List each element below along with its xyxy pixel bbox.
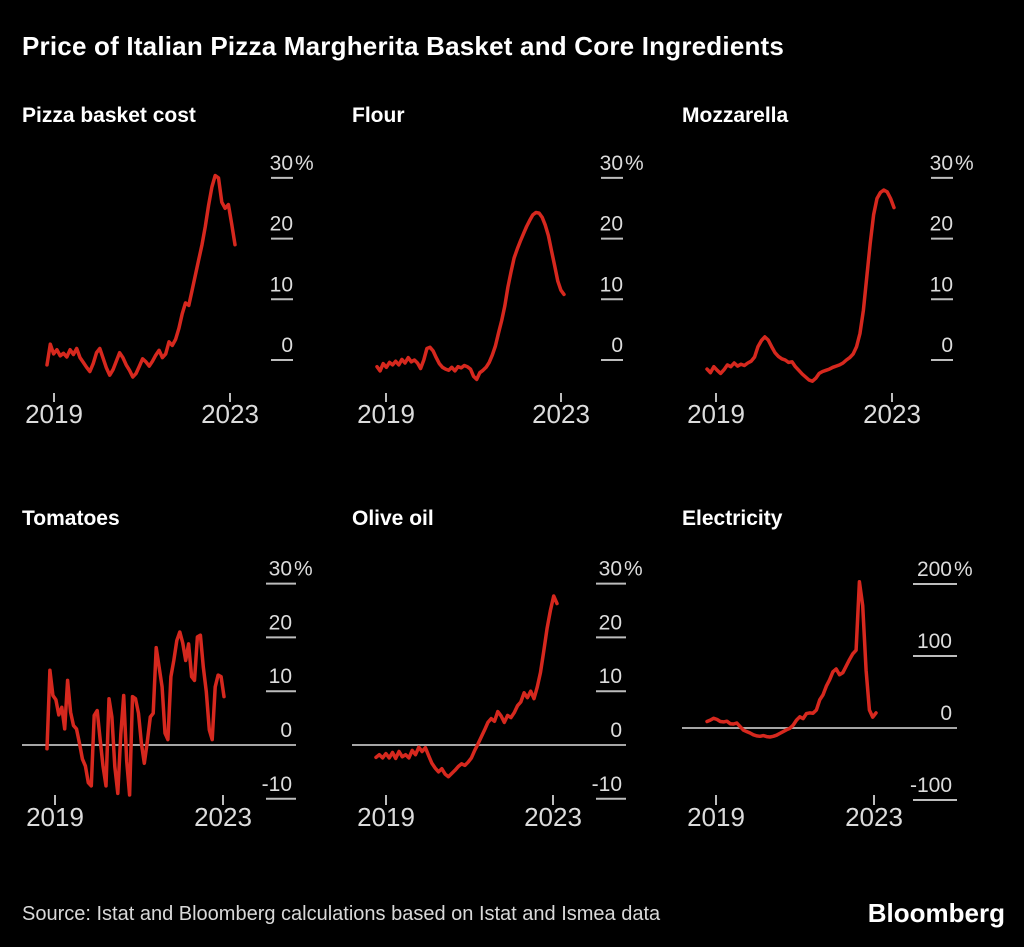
y-axis-label: 10: [599, 665, 622, 688]
y-axis-label: 20: [600, 213, 623, 236]
x-axis-label: 2019: [687, 399, 745, 429]
y-axis-label: 0: [611, 334, 623, 357]
series-line: [375, 210, 566, 382]
bloomberg-logo: Bloomberg: [867, 898, 1005, 928]
x-axis-label: 2019: [687, 802, 745, 832]
chart-panel-mozzarella: Mozzarella 30% 20 10 0 2019 2023: [682, 103, 1012, 435]
chart-panel-flour: Flour 30% 20 10 0 2019 2023: [352, 103, 682, 435]
y-axis-label: 30: [600, 152, 623, 175]
chart-panel-olive-oil: Olive oil 30% 20 10 0 -10 2019 2023: [352, 506, 682, 840]
chart-title-pizza-basket-cost: Pizza basket cost: [22, 104, 196, 127]
y-axis-label: 10: [270, 273, 293, 296]
chart-panel-electricity: Electricity 200% 100 0 -100 2019 2023: [682, 506, 1012, 840]
chart-title-tomatoes: Tomatoes: [22, 507, 120, 530]
y-axis-label: 200: [917, 558, 952, 581]
x-axis-label: 2023: [201, 399, 259, 429]
chart-panel-pizza-basket-cost: Pizza basket cost 30% 20 10 0 2019 2023: [22, 103, 352, 435]
tomatoes-plot: 30 % 20 10 0 -10 2019 2023: [22, 558, 313, 832]
y-axis-label: 20: [599, 611, 622, 634]
y-axis-label: 0: [280, 719, 292, 742]
y-axis-label: 30: [599, 558, 622, 581]
x-axis-label: 2019: [357, 802, 415, 832]
chart-panel-tomatoes: Tomatoes 30% 20 10 0 -10 2019 2023: [22, 506, 352, 840]
y-axis-label: 10: [600, 273, 623, 296]
y-axis-label: 0: [941, 334, 953, 357]
chart-title-olive-oil: Olive oil: [352, 507, 434, 530]
y-axis-label: 30: [269, 558, 292, 581]
x-axis-label: 2023: [194, 802, 252, 832]
figure-title: Price of Italian Pizza Margherita Basket…: [22, 31, 785, 61]
y-axis-unit-label: %: [955, 152, 974, 175]
chart-title-mozzarella: Mozzarella: [682, 104, 789, 127]
y-axis-unit-label: %: [954, 558, 973, 581]
x-axis-label: 2023: [845, 802, 903, 832]
y-axis-unit-label: %: [295, 152, 314, 175]
series-line: [45, 173, 237, 379]
x-axis-label: 2023: [863, 399, 921, 429]
electricity-plot: 200 % 100 0 -100 2019 2023: [682, 558, 973, 832]
y-axis-label: 20: [269, 611, 292, 634]
chart-title-flour: Flour: [352, 104, 405, 127]
y-axis-label: 0: [940, 702, 952, 725]
source-note: Source: Istat and Bloomberg calculations…: [22, 903, 661, 925]
flour-plot: 30 % 20 10 0 2019 2023: [357, 152, 644, 429]
y-axis-label: 20: [930, 213, 953, 236]
y-axis-unit-label: %: [624, 558, 643, 581]
y-axis-label: -10: [262, 773, 292, 796]
y-axis-label: 100: [917, 630, 952, 653]
y-axis-unit-label: %: [625, 152, 644, 175]
y-axis-unit-label: %: [294, 558, 313, 581]
x-axis-label: 2019: [26, 802, 84, 832]
pizza-basket-cost-plot: 30 % 20 10 0 2019 2023: [25, 152, 314, 429]
y-axis-label: 30: [270, 152, 293, 175]
series-line: [45, 630, 226, 797]
mozzarella-plot: 30 % 20 10 0 2019 2023: [687, 152, 974, 429]
y-axis-label: 10: [269, 665, 292, 688]
olive-oil-plot: 30 % 20 10 0 -10 2019 2023: [352, 558, 643, 832]
series-line: [705, 580, 878, 739]
y-axis-label: 10: [930, 273, 953, 296]
x-axis-label: 2023: [524, 802, 582, 832]
y-axis-label: 30: [930, 152, 953, 175]
x-axis-label: 2019: [25, 399, 83, 429]
chart-title-electricity: Electricity: [682, 507, 783, 530]
series-line: [705, 188, 896, 383]
x-axis-label: 2019: [357, 399, 415, 429]
y-axis-label: -100: [910, 774, 952, 797]
y-axis-label: 0: [610, 719, 622, 742]
y-axis-label: 20: [270, 213, 293, 236]
x-axis-label: 2023: [532, 399, 590, 429]
series-line: [374, 594, 559, 779]
y-axis-label: 0: [281, 334, 293, 357]
y-axis-label: -10: [592, 773, 622, 796]
